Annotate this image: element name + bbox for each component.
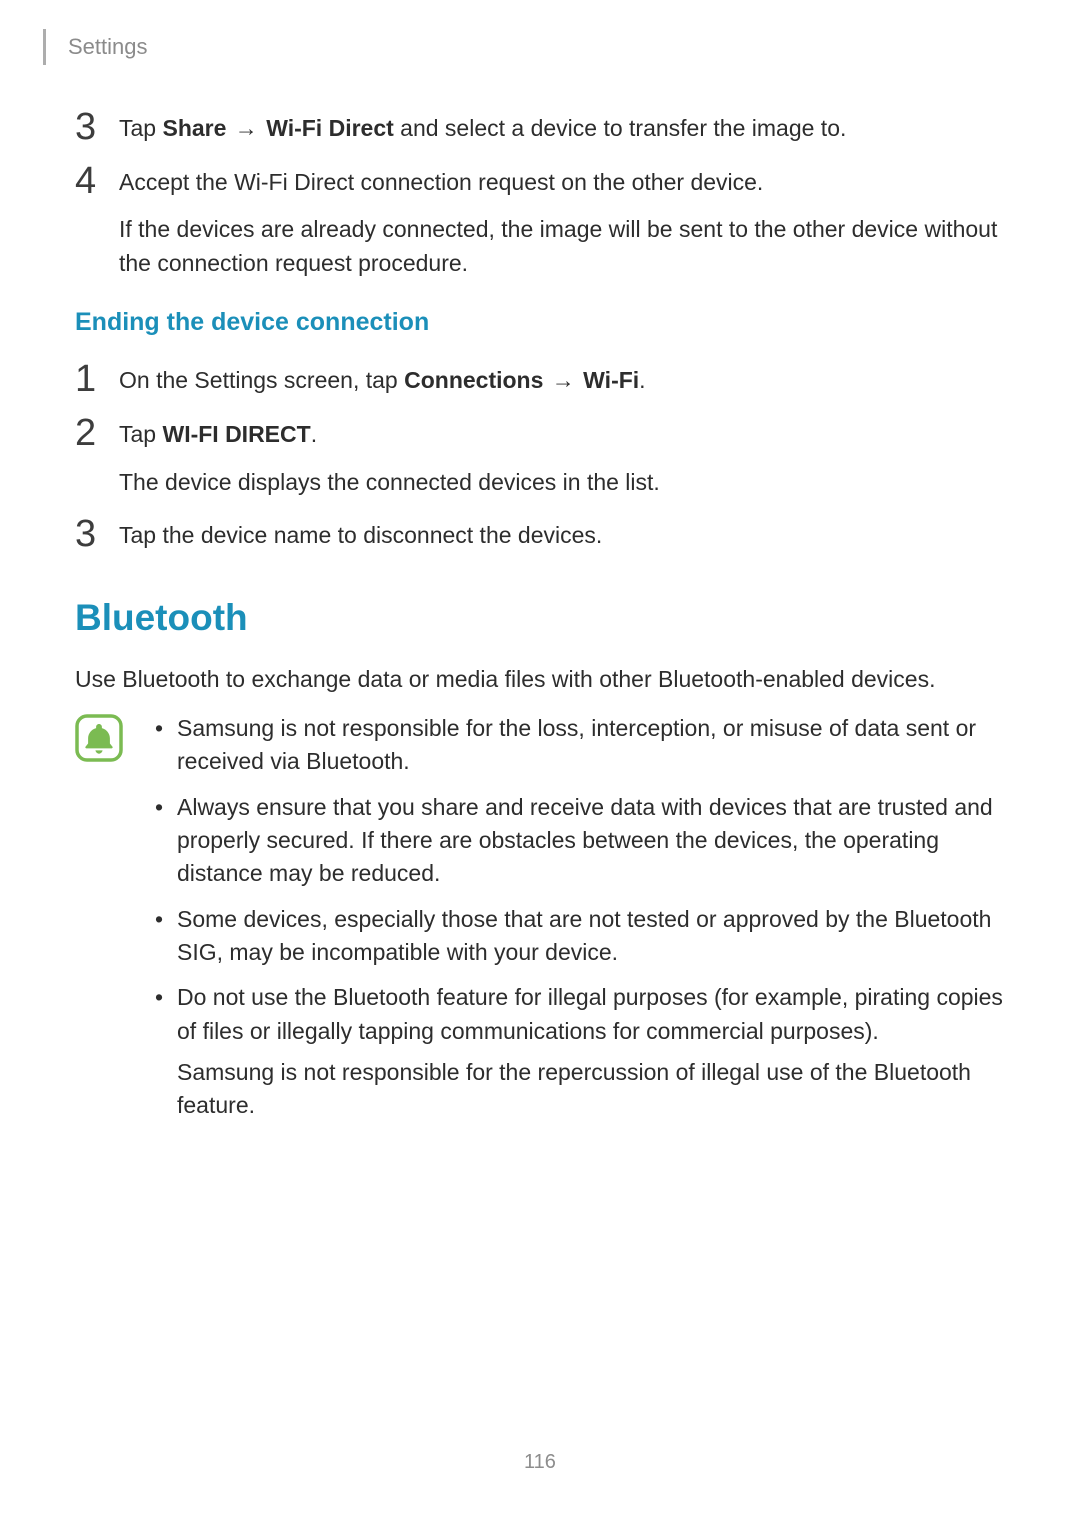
bold-term: Share: [162, 115, 226, 141]
header-section-label: Settings: [68, 31, 148, 63]
text: .: [311, 421, 317, 447]
step-body: Tap WI-FI DIRECT. The device displays the…: [119, 418, 1005, 499]
numbered-step: 2Tap WI-FI DIRECT.The device displays th…: [75, 418, 1005, 499]
step-line: If the devices are already connected, th…: [119, 213, 1005, 280]
step-number: 2: [75, 414, 119, 452]
note-item: Some devices, especially those that are …: [151, 903, 1005, 970]
step-line: On the Settings screen, tap Connections …: [119, 364, 1005, 397]
step-body: Tap the device name to disconnect the de…: [119, 519, 1005, 552]
text: .: [639, 367, 645, 393]
step-number: 3: [75, 515, 119, 553]
arrow-icon: →: [543, 367, 583, 393]
bold-term: Wi-Fi Direct: [266, 115, 394, 141]
note-item: Always ensure that you share and receive…: [151, 791, 1005, 891]
numbered-step: 3Tap the device name to disconnect the d…: [75, 519, 1005, 553]
step-line: Tap Share → Wi-Fi Direct and select a de…: [119, 112, 1005, 145]
note-text: Some devices, especially those that are …: [177, 903, 1005, 970]
numbered-step: 3Tap Share → Wi-Fi Direct and select a d…: [75, 112, 1005, 146]
step-number: 4: [75, 162, 119, 200]
bold-term: Connections: [404, 367, 543, 393]
step-line: Tap WI-FI DIRECT.: [119, 418, 1005, 451]
bold-term: WI-FI DIRECT: [162, 421, 310, 447]
bold-term: Wi-Fi: [583, 367, 639, 393]
page-number: 116: [0, 1448, 1080, 1477]
sub-heading-ending-connection: Ending the device connection: [75, 304, 1005, 340]
arrow-icon: →: [226, 115, 266, 141]
text: Tap: [119, 115, 162, 141]
note-text: Do not use the Bluetooth feature for ill…: [177, 981, 1005, 1048]
step-line: The device displays the connected device…: [119, 466, 1005, 499]
note-text: Always ensure that you share and receive…: [177, 791, 1005, 891]
page-header: Settings: [75, 30, 1005, 64]
text: The device displays the connected device…: [119, 469, 660, 495]
note-item: Samsung is not responsible for the loss,…: [151, 712, 1005, 779]
step-body: On the Settings screen, tap Connections …: [119, 364, 1005, 397]
text: Tap the device name to disconnect the de…: [119, 522, 602, 548]
bluetooth-intro: Use Bluetooth to exchange data or media …: [75, 663, 1005, 696]
note-block: Samsung is not responsible for the loss,…: [75, 712, 1005, 1135]
text: Tap: [119, 421, 162, 447]
text: and select a device to transfer the imag…: [394, 115, 847, 141]
note-list: Samsung is not responsible for the loss,…: [151, 712, 1005, 1135]
step-number: 3: [75, 108, 119, 146]
note-item: Do not use the Bluetooth feature for ill…: [151, 981, 1005, 1122]
text: On the Settings screen, tap: [119, 367, 404, 393]
text: Accept the Wi-Fi Direct connection reque…: [119, 169, 763, 195]
step-body: Accept the Wi-Fi Direct connection reque…: [119, 166, 1005, 280]
steps-list-a: 3Tap Share → Wi-Fi Direct and select a d…: [75, 112, 1005, 280]
steps-list-b: 1On the Settings screen, tap Connections…: [75, 364, 1005, 553]
section-heading-bluetooth: Bluetooth: [75, 591, 1005, 645]
step-body: Tap Share → Wi-Fi Direct and select a de…: [119, 112, 1005, 145]
step-line: Tap the device name to disconnect the de…: [119, 519, 1005, 552]
bell-note-icon: [75, 714, 123, 762]
numbered-step: 1On the Settings screen, tap Connections…: [75, 364, 1005, 398]
note-subtext: Samsung is not responsible for the reper…: [177, 1056, 1005, 1123]
header-rule: [43, 29, 46, 65]
numbered-step: 4Accept the Wi-Fi Direct connection requ…: [75, 166, 1005, 280]
text: If the devices are already connected, th…: [119, 216, 997, 275]
note-text: Samsung is not responsible for the loss,…: [177, 712, 1005, 779]
step-number: 1: [75, 360, 119, 398]
step-line: Accept the Wi-Fi Direct connection reque…: [119, 166, 1005, 199]
